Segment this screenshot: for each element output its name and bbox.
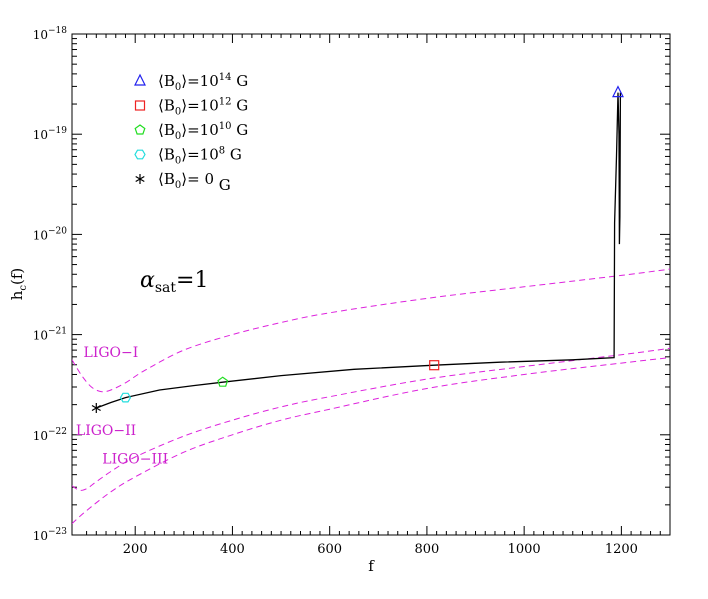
legend-symbol-triangle [134, 73, 146, 86]
y-axis-label-sub: c [18, 285, 29, 291]
data-marker-hexagon [119, 392, 132, 403]
y-tick-label: 10−21 [33, 327, 67, 343]
data-markers [91, 85, 624, 413]
signal-curve [96, 92, 622, 409]
x-tick-label: 600 [317, 542, 342, 557]
data-marker-pentagon [217, 376, 229, 387]
y-tick-label: 10−23 [33, 527, 68, 543]
noise-curve-2 [72, 347, 670, 491]
legend-entry-5: ⟨B0⟩= 0 G [158, 170, 231, 194]
legend: ⟨B0⟩=1014 G ⟨B0⟩=1012 G ⟨B0⟩=1010 G ⟨B0⟩=10… [134, 72, 248, 194]
y-axis-label: hc(f) [8, 268, 29, 301]
y-tick-label: 10−20 [33, 226, 68, 242]
noise-label-1: LIGO−I [84, 345, 139, 361]
y-axis-label-suffix: (f) [8, 268, 26, 285]
noise-curves [72, 268, 670, 524]
legend-entry-3: ⟨B0⟩=1010 G [158, 121, 248, 142]
legend-symbol-hexagon [134, 149, 146, 160]
legend-symbol-square [134, 100, 146, 111]
noise-curve-3 [72, 357, 670, 524]
x-axis-label: f [368, 557, 375, 575]
data-marker-star [91, 403, 101, 413]
x-tick-label: 1200 [605, 542, 638, 557]
data-marker-square [429, 360, 440, 371]
noise-label-3: LIGO−III [102, 451, 168, 467]
noise-curve-1 [72, 268, 670, 393]
legend-entry-4: ⟨B0⟩=108 G [158, 146, 242, 167]
legend-entry-1: ⟨B0⟩=1014 G [158, 72, 248, 93]
x-tick-label: 1000 [508, 542, 541, 557]
y-axis-label-main: h [8, 290, 26, 300]
noise-label-2: LIGO−II [76, 423, 136, 439]
x-tick-label: 200 [123, 542, 148, 557]
data-marker-triangle [612, 85, 624, 98]
signal-curve-group [96, 92, 622, 409]
y-tick-label: 10−19 [33, 126, 68, 142]
alpha-annotation: αsat=1 [140, 268, 208, 296]
x-tick-label: 800 [414, 542, 439, 557]
legend-symbol-pentagon [134, 124, 146, 135]
y-tick-label: 10−18 [33, 26, 68, 42]
tick-labels: 200 400 600 800 1000 1200 10−18 10−19 10−20 10−21… [33, 26, 638, 557]
x-tick-label: 400 [220, 542, 245, 557]
legend-entry-2: ⟨B0⟩=1012 G [158, 97, 248, 118]
plot-frame [71, 33, 671, 536]
y-tick-label: 10−22 [33, 427, 67, 443]
axis-ticks [72, 33, 671, 536]
legend-symbol-star [135, 174, 145, 184]
